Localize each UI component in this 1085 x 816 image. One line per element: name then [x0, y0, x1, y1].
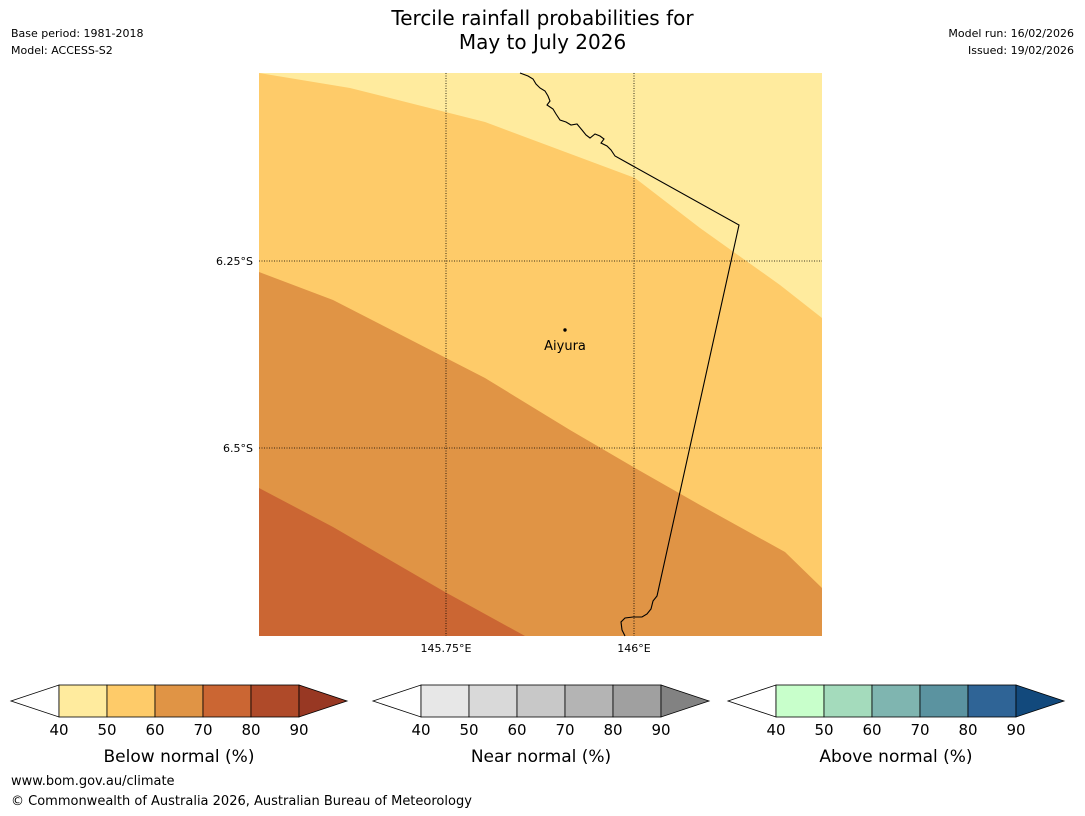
model-run: Model run: 16/02/2026 [948, 27, 1074, 40]
below-tick-label: 40 [49, 721, 68, 739]
near-swatch-1 [420, 684, 470, 718]
lon-label-146: 146°E [617, 642, 650, 655]
below-swatch-5 [250, 684, 300, 718]
below-extend-low [9, 684, 60, 718]
below-legend-title: Below normal (%) [104, 747, 255, 767]
map-title: Tercile rainfall probabilities for May t… [0, 6, 1085, 54]
above-extend-high [1015, 684, 1066, 718]
near-tick-label: 60 [507, 721, 526, 739]
near-tick-label: 70 [555, 721, 574, 739]
footer-url: www.bom.gov.au/climate [11, 774, 175, 789]
above-tick-label: 60 [862, 721, 881, 739]
above-tick-label: 40 [766, 721, 785, 739]
zone-60-70 [259, 272, 822, 636]
border-line [519, 72, 740, 637]
near-swatch-4 [564, 684, 614, 718]
place-marker [563, 328, 567, 332]
lon-label-145-75: 145.75°E [421, 642, 472, 655]
below-tick-label: 70 [193, 721, 212, 739]
above-tick-label: 80 [958, 721, 977, 739]
below-tick-label: 90 [289, 721, 308, 739]
below-swatch-3 [154, 684, 204, 718]
near-normal-legend: 40 50 60 70 80 90 Near normal (%) [371, 684, 711, 767]
above-legend-title: Above normal (%) [819, 747, 972, 767]
below-tick-label: 80 [241, 721, 260, 739]
header-right-meta: Model run: 16/02/2026 Issued: 19/02/2026 [948, 25, 1074, 59]
near-extend-low [371, 684, 422, 718]
near-swatch-3 [516, 684, 566, 718]
lat-label-6-5: 6.5°S [223, 442, 253, 455]
near-swatch-2 [468, 684, 518, 718]
base-period: Base period: 1981-2018 [11, 27, 144, 40]
below-normal-legend: 40 50 60 70 80 90 Below normal (%) [9, 684, 349, 767]
title-line-1: Tercile rainfall probabilities for [391, 6, 694, 30]
below-swatch-1 [58, 684, 108, 718]
near-legend-title: Near normal (%) [471, 747, 611, 767]
near-extend-high [660, 684, 711, 718]
above-normal-legend: 40 50 60 70 80 90 Above normal (%) [726, 684, 1066, 767]
model-name: Model: ACCESS-S2 [11, 44, 113, 57]
below-swatch-2 [106, 684, 156, 718]
above-tick-label: 90 [1006, 721, 1025, 739]
below-extend-high [298, 684, 349, 718]
near-tick-label: 80 [603, 721, 622, 739]
below-tick-label: 60 [145, 721, 164, 739]
title-line-2: May to July 2026 [458, 30, 627, 54]
footer-copyright: © Commonwealth of Australia 2026, Austra… [11, 794, 472, 809]
above-swatch-2 [823, 684, 873, 718]
lat-label-6-25: 6.25°S [216, 255, 253, 268]
above-tick-label: 70 [910, 721, 929, 739]
below-tick-label: 50 [97, 721, 116, 739]
near-tick-label: 40 [411, 721, 430, 739]
below-swatch-4 [202, 684, 252, 718]
place-label: Aiyura [544, 339, 586, 354]
above-tick-label: 50 [814, 721, 833, 739]
zone-70-80 [259, 488, 525, 636]
probability-map: Aiyura 6.25°S 6.5°S 145.75°E 146°E [216, 72, 822, 655]
above-swatch-5 [967, 684, 1017, 718]
above-extend-low [726, 684, 777, 718]
above-swatch-3 [871, 684, 921, 718]
header-left-meta: Base period: 1981-2018 Model: ACCESS-S2 [11, 25, 143, 59]
near-tick-label: 90 [651, 721, 670, 739]
near-tick-label: 50 [459, 721, 478, 739]
issued-date: Issued: 19/02/2026 [967, 44, 1074, 57]
legend-area: 40 50 60 70 80 90 Below normal (%) 40 50 60 70 80 9… [9, 684, 1066, 767]
above-swatch-1 [775, 684, 825, 718]
near-swatch-5 [612, 684, 662, 718]
above-swatch-4 [919, 684, 969, 718]
